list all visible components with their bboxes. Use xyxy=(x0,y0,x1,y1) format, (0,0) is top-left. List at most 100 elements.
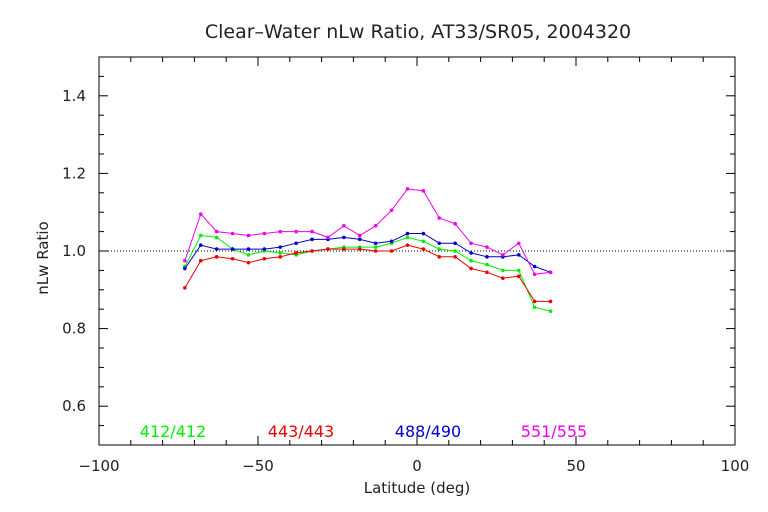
data-point xyxy=(278,251,283,255)
data-point xyxy=(405,187,410,191)
data-point xyxy=(326,235,330,240)
data-point xyxy=(246,253,251,257)
data-point xyxy=(516,253,521,257)
tick-labels: −100 −50 0 50 100 0.6 0.8 1.0 1.2 1.4 xyxy=(62,87,749,475)
data-point xyxy=(532,264,537,269)
data-point xyxy=(198,243,203,247)
chart-title: Clear–Water nLw Ratio, AT33/SR05, 200432… xyxy=(205,21,631,43)
data-point xyxy=(453,222,457,226)
data-point xyxy=(310,229,314,234)
data-point xyxy=(214,235,219,240)
data-point xyxy=(469,266,473,271)
data-point xyxy=(357,237,362,242)
data-point xyxy=(342,223,346,228)
data-point xyxy=(421,247,426,251)
series-layer xyxy=(183,187,553,313)
data-point xyxy=(294,241,298,246)
data-point xyxy=(342,235,346,240)
data-point xyxy=(278,255,283,259)
data-point xyxy=(516,274,521,279)
data-point xyxy=(437,255,442,259)
x-axis-label: Latitude (deg) xyxy=(364,479,470,497)
x-tick-label: −50 xyxy=(242,457,274,475)
legend-entry: 412/412 xyxy=(140,422,206,441)
data-point xyxy=(373,245,378,249)
data-point xyxy=(246,247,251,251)
data-point xyxy=(405,235,410,240)
data-point xyxy=(230,231,235,236)
data-point xyxy=(230,247,235,251)
data-point xyxy=(421,189,426,193)
data-point xyxy=(373,223,378,228)
data-point xyxy=(453,249,457,253)
data-point xyxy=(357,247,362,251)
data-point xyxy=(469,241,473,246)
data-point xyxy=(389,239,394,244)
data-point xyxy=(501,253,505,257)
data-point xyxy=(214,247,219,251)
data-point xyxy=(501,276,505,280)
data-point xyxy=(214,229,219,234)
series-line xyxy=(184,244,551,302)
legend-entry: 551/555 xyxy=(521,422,587,441)
data-point xyxy=(246,233,251,238)
legend: 412/412 443/443 488/490 551/555 xyxy=(140,422,587,441)
data-point xyxy=(230,256,235,261)
data-point xyxy=(278,229,283,234)
data-point xyxy=(294,229,298,234)
series-line xyxy=(184,234,551,312)
data-point xyxy=(405,231,410,236)
y-tick-label: 1.2 xyxy=(62,164,86,182)
data-point xyxy=(310,237,314,242)
data-point xyxy=(310,249,314,253)
series-3 xyxy=(183,187,553,277)
data-point xyxy=(485,270,489,275)
data-point xyxy=(548,299,553,304)
data-point xyxy=(246,260,251,265)
legend-entry: 488/490 xyxy=(395,422,461,441)
data-point xyxy=(437,247,442,251)
series-line xyxy=(184,233,551,273)
series-1 xyxy=(183,243,553,304)
data-point xyxy=(389,249,394,253)
data-point xyxy=(326,247,330,251)
data-point xyxy=(453,241,457,246)
data-point xyxy=(198,233,203,238)
data-point xyxy=(421,239,426,244)
data-point xyxy=(294,251,298,255)
data-point xyxy=(516,241,521,246)
data-point xyxy=(548,270,553,275)
x-tick-label: 100 xyxy=(721,457,750,475)
data-point xyxy=(198,212,203,216)
x-tick-label: 50 xyxy=(566,457,585,475)
series-2 xyxy=(183,231,553,275)
data-point xyxy=(183,258,187,263)
y-tick-label: 0.8 xyxy=(62,320,86,338)
data-point xyxy=(437,216,442,220)
data-point xyxy=(214,255,219,259)
data-point xyxy=(278,245,283,249)
y-tick-label: 0.6 xyxy=(62,397,86,415)
data-point xyxy=(262,231,267,236)
series-line xyxy=(184,188,551,275)
data-point xyxy=(373,249,378,253)
data-point xyxy=(389,208,394,213)
data-point xyxy=(485,255,489,259)
data-point xyxy=(183,286,187,290)
y-axis-label: nLw Ratio xyxy=(34,221,52,294)
data-point xyxy=(262,256,267,261)
data-point xyxy=(469,258,473,263)
data-point xyxy=(421,231,426,236)
x-tick-label: −100 xyxy=(78,457,119,475)
data-point xyxy=(342,247,346,251)
data-point xyxy=(405,243,410,247)
data-point xyxy=(453,255,457,259)
data-point xyxy=(198,258,203,263)
x-tick-label: 0 xyxy=(412,457,422,475)
data-point xyxy=(469,251,473,255)
y-tick-label: 1.0 xyxy=(62,242,86,260)
data-point xyxy=(262,247,267,251)
data-point xyxy=(437,241,442,246)
y-tick-label: 1.4 xyxy=(62,87,86,105)
